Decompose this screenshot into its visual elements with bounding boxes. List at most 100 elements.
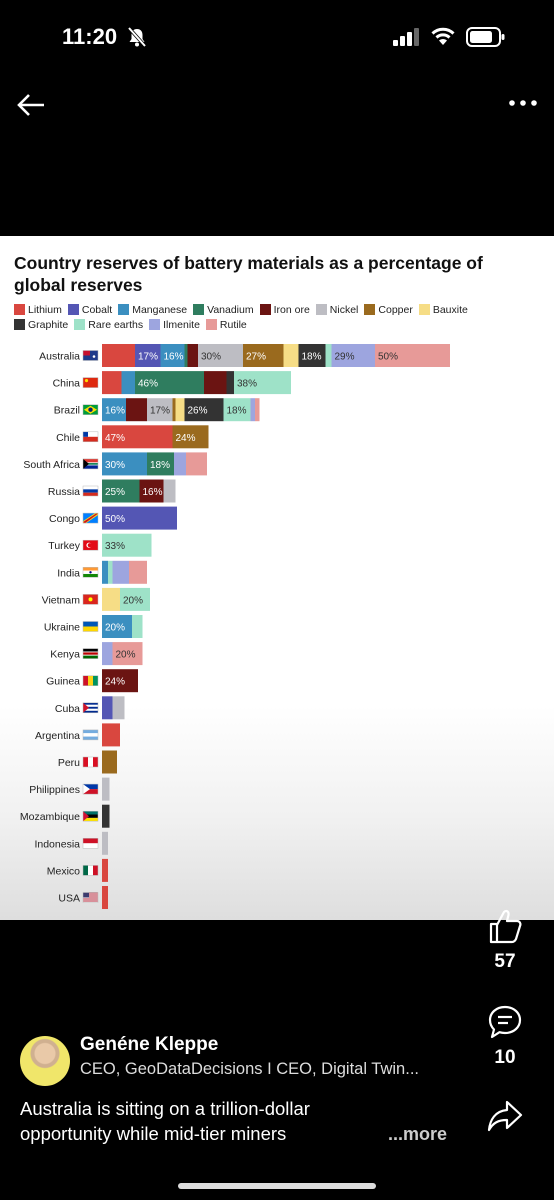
data-label: 30% [201,352,221,363]
legend-label: Iron ore [273,304,310,316]
bar-segment-manganese [121,371,135,395]
data-label: 20% [123,595,143,606]
bar-segment-graphite [226,371,234,395]
bar-segment-iron-ore [139,479,164,503]
like-action[interactable]: 57 [470,906,540,973]
legend-swatch [193,304,205,315]
bar-segment-ilmenite [174,452,186,476]
country-label: Kenya [50,649,80,661]
country-label: USA [58,893,80,905]
country-label: Argentina [35,730,80,742]
bar-row-china: China 46% 38% [53,371,291,395]
post-image[interactable]: Country reserves of battery materials as… [0,236,554,920]
comment-icon[interactable] [485,1002,525,1042]
bar-segment-graphite [184,398,224,422]
legend-swatch [14,319,25,330]
bar-row-argentina: Argentina [35,723,120,747]
bar-row-congo: Congo 50% [49,506,177,530]
legend-item-manganese: Manganese [118,304,187,316]
bar-segment-rare-earths [223,398,251,422]
flag-icon-ru [82,485,99,497]
author-name[interactable]: Genéne Kleppe [80,1034,219,1055]
country-label: Brazil [54,405,80,417]
bar-segment-cobalt [102,506,177,530]
country-label: Turkey [48,540,80,552]
flag-icon-ke [82,648,99,659]
bar-segment-rutile [112,642,143,666]
bar-segment-rutile [186,452,207,476]
bar-segment-nickel [102,777,110,801]
flag-icon-us [82,892,99,903]
bar-segment-graphite [102,804,110,828]
bar-row-indonesia: Indonesia [34,831,108,855]
data-label: 27% [246,352,266,363]
bar-segment-manganese [102,560,108,584]
bar-segment-lithium [102,886,108,909]
bar-segment-rare-earths [108,560,113,584]
bar-segment-lithium [102,858,108,882]
country-label: China [53,378,81,390]
legend-swatch [118,304,130,315]
legend-item-cobalt: Cobalt [67,304,112,316]
legend-swatch [67,304,79,315]
legend-swatch [74,319,86,330]
home-indicator [178,1183,376,1189]
legend-item-rutile: Rutile [205,319,247,331]
back-arrow-icon[interactable] [16,90,46,120]
bar-row-usa: USA [58,886,108,909]
legend-item-iron-ore: Iron ore [259,304,310,316]
legend-swatch [364,304,376,315]
share-icon[interactable] [485,1096,525,1136]
share-action[interactable] [470,1096,540,1141]
flag-icon-za [82,458,99,470]
flag-icon-cd [82,512,99,524]
bar-segment-nickel [147,398,173,422]
flag-icon-in [82,567,99,578]
bar-row-mozambique: Mozambique [20,804,110,828]
bar-row-philippines: Philippines [29,777,110,801]
bar-segment-nickel [102,831,108,855]
bar-segment-iron-ore [204,371,227,395]
bar-segment-rare-earths [132,615,143,638]
more-options-icon[interactable] [508,98,538,108]
legend-swatch [259,304,271,315]
legend-item-lithium: Lithium [14,304,62,316]
data-label: 16% [164,352,184,363]
bar-segment-nickel [163,479,176,503]
bar-row-guinea: Guinea 24% [46,669,138,693]
country-label: Ukraine [44,622,80,634]
country-label: Mozambique [20,811,80,823]
bar-segment-vanadium [147,452,174,476]
see-more-button[interactable]: ...more [388,1124,448,1144]
data-label: 18% [302,352,322,363]
data-label: 20% [116,650,136,661]
bar-segment-ilmenite [250,398,255,422]
bar-segment-lithium [102,344,135,367]
bar-segment-copper [102,750,117,774]
legend-swatch [14,304,25,315]
data-label: 26% [188,406,208,417]
data-label: 20% [105,623,125,634]
bar-segment-cobalt [135,344,161,367]
bar-row-brazil: Brazil 16% 17% 26% 18% [54,398,260,422]
flag-icon-gn [82,675,99,686]
thumbs-up-icon[interactable] [485,906,525,946]
bar-segment-rare-earths [120,587,150,611]
legend-label: Bauxite [432,304,468,316]
legend-swatch [149,319,161,330]
bar-segment-manganese [102,398,126,422]
bar-segment-copper [172,398,176,422]
bar-row-russia: Russia 25% 16% [48,479,176,503]
bar-segment-bauxite [175,398,185,422]
flag-icon-cn [82,377,99,388]
avatar[interactable] [20,1036,70,1086]
cellular-signal-icon [393,28,419,46]
bar-row-mexico: Mexico [47,858,108,882]
comment-action[interactable]: 10 [470,1002,540,1069]
bar-row-ukraine: Ukraine 20% [44,615,143,638]
country-label: Chile [56,432,80,444]
bar-segment-rutile [129,560,147,584]
data-label: 33% [105,541,125,552]
legend-item-rare-earths: Rare earths [74,319,143,331]
bar-row-vietnam: Vietnam 20% [42,587,150,611]
